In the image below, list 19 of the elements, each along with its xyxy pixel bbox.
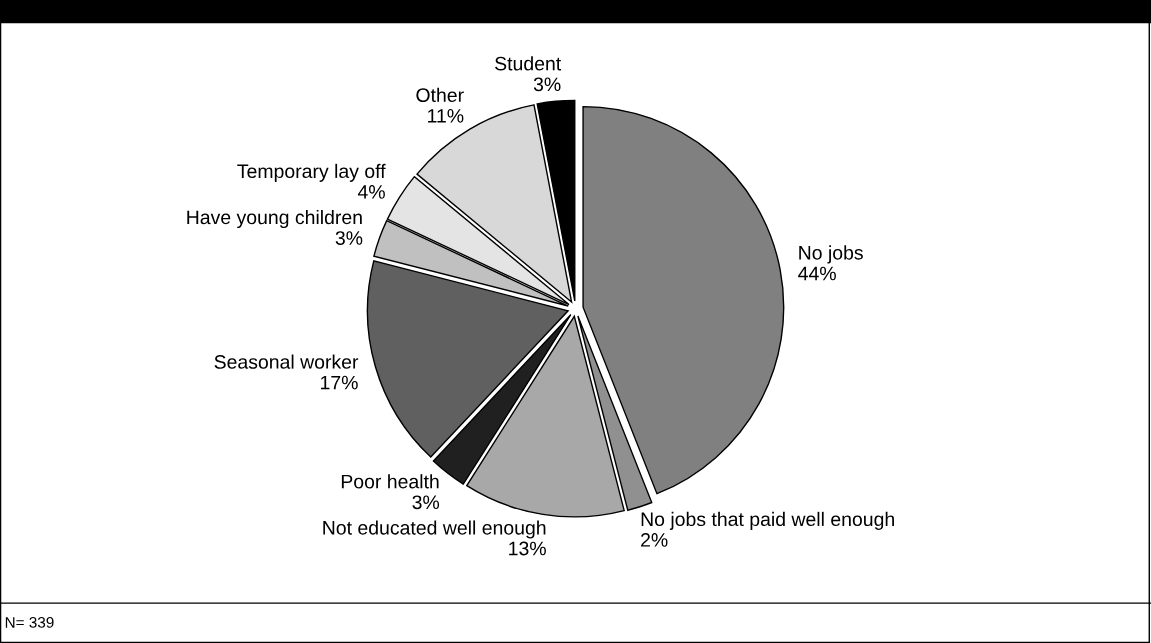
slice-label: Have young children [187, 209, 362, 229]
slice-label: Other [416, 87, 464, 103]
data-label: 17% [321, 375, 358, 390]
slice-label: Temporary lay off [237, 163, 386, 182]
slice-label: Not educated well enough [323, 520, 546, 539]
slice-label: Student [495, 56, 562, 71]
slice-label: No jobs that paid well enough [641, 511, 894, 530]
data-label: 11% [428, 109, 464, 123]
data-label: 3% [533, 77, 561, 92]
data-label: 3% [335, 231, 363, 245]
data-label: 44% [798, 266, 836, 281]
data-label: 13% [509, 541, 546, 556]
slice-label: Seasonal worker [214, 354, 359, 369]
slice-label: Poor health [341, 474, 439, 489]
data-label: 3% [412, 495, 440, 510]
data-label: 4% [357, 185, 385, 199]
data-label: 2% [641, 533, 668, 547]
text: N= 339 [5, 616, 54, 628]
slice-label: No jobs [799, 245, 863, 264]
